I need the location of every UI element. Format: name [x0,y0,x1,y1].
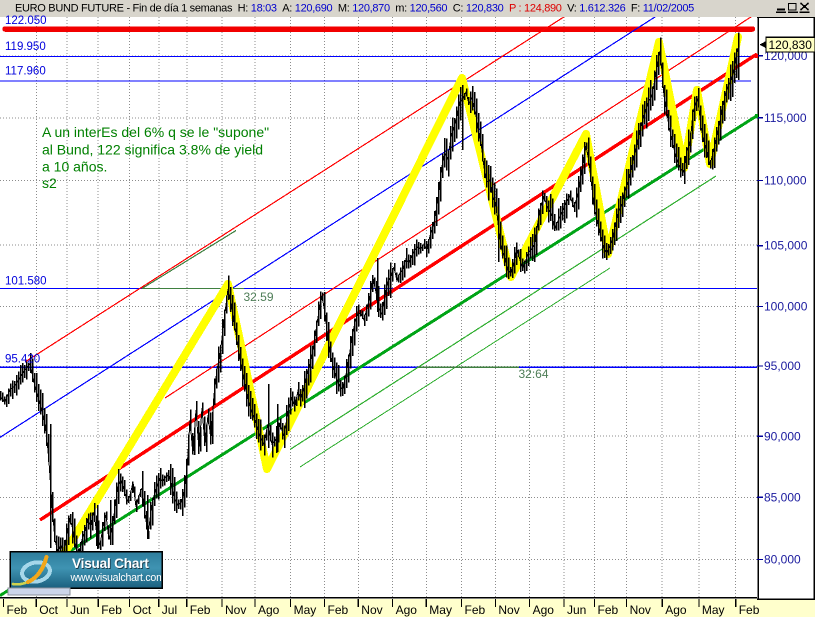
svg-text:Ago: Ago [396,603,418,617]
svg-text:Ago: Ago [533,603,555,617]
svg-text:Feb: Feb [190,603,211,617]
svg-text:Nov: Nov [225,603,246,617]
svg-text:80,000: 80,000 [764,553,801,567]
svg-text:Nov: Nov [630,603,651,617]
svg-text:Feb: Feb [328,603,349,617]
svg-text:90,000: 90,000 [764,429,801,443]
svg-text:95.420: 95.420 [5,354,40,366]
svg-text:Ago: Ago [665,603,687,617]
svg-text:Jun: Jun [70,603,89,617]
svg-text:117.960: 117.960 [5,66,46,78]
svg-text:May: May [429,603,452,617]
svg-text:May: May [702,603,725,617]
svg-text:100,000: 100,000 [764,299,808,313]
svg-text:32:64: 32:64 [519,367,549,381]
svg-text:Oct: Oct [133,603,152,617]
svg-text:Jun: Jun [567,603,586,617]
svg-text:85,000: 85,000 [764,490,801,504]
svg-text:105,000: 105,000 [764,239,808,253]
svg-text:110,000: 110,000 [764,174,807,188]
svg-text:Nov: Nov [361,603,382,617]
svg-text:122.050: 122.050 [5,15,47,27]
svg-text:Visual Chart: Visual Chart [73,557,150,572]
svg-text:95,000: 95,000 [764,359,801,373]
svg-text:al Bund, 122 significa 3.8% de: al Bund, 122 significa 3.8% de yield [42,141,263,157]
svg-text:Feb: Feb [598,603,619,617]
svg-text:www.visualchart.com: www.visualchart.com [70,572,166,584]
svg-text:s2: s2 [42,175,57,191]
svg-text:May: May [294,603,317,617]
svg-text:A un interEs del 6% q se le "s: A un interEs del 6% q se le "supone" [42,124,269,140]
svg-text:119.950: 119.950 [5,41,46,53]
svg-text:Feb: Feb [101,603,122,617]
svg-text:101.580: 101.580 [5,276,47,288]
svg-text:Feb: Feb [465,603,486,617]
svg-text:Feb: Feb [739,603,760,617]
svg-text:Nov: Nov [498,603,519,617]
svg-text:Ago: Ago [258,603,280,617]
svg-text:EURO BUND FUTURE - Fin de día: EURO BUND FUTURE - Fin de día 1 semanas … [15,3,694,15]
svg-text:a 10 años.: a 10 años. [42,159,107,175]
svg-text:Jul: Jul [162,603,177,617]
svg-text:115,000: 115,000 [764,111,807,125]
svg-text:Feb: Feb [7,603,28,617]
svg-text:Oct: Oct [39,603,58,617]
svg-text:Visual Chart: Visual Chart [72,556,149,571]
svg-text:32.59: 32.59 [244,290,274,304]
svg-text:120,830: 120,830 [769,38,813,52]
